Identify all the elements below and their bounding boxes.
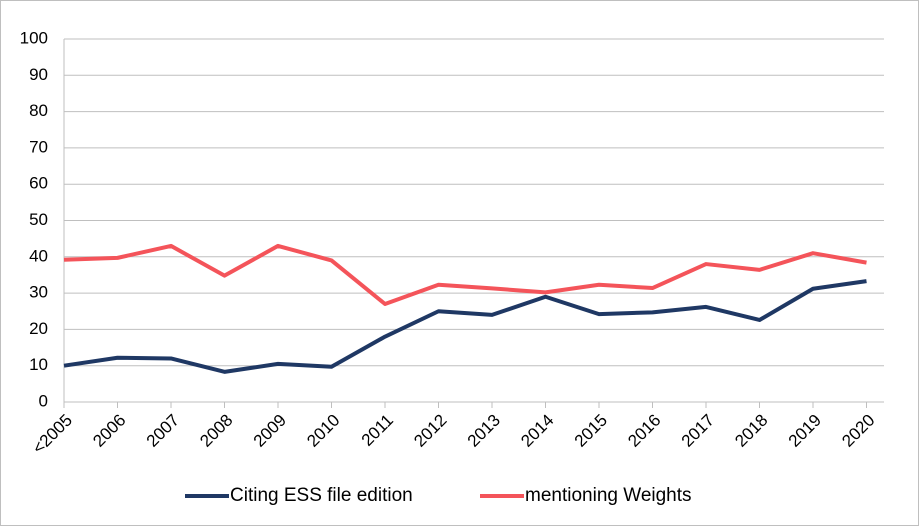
- y-tick-label: 100: [20, 28, 48, 47]
- legend-label: Citing ESS file edition: [230, 485, 413, 506]
- y-tick-label: 10: [29, 355, 48, 374]
- y-tick-label: 20: [29, 319, 48, 338]
- y-tick-label: 60: [29, 174, 48, 193]
- y-tick-label: 30: [29, 283, 48, 302]
- y-tick-label: 40: [29, 246, 48, 265]
- series-line: [63, 243, 867, 306]
- legend-label: mentioning Weights: [525, 485, 692, 506]
- y-tick-label: 70: [29, 137, 48, 156]
- y-tick-label: 0: [39, 391, 48, 410]
- y-tick-label: 80: [29, 101, 48, 120]
- y-tick-label: 50: [29, 210, 48, 229]
- y-tick-label: 90: [29, 65, 48, 84]
- series-line: [63, 279, 867, 374]
